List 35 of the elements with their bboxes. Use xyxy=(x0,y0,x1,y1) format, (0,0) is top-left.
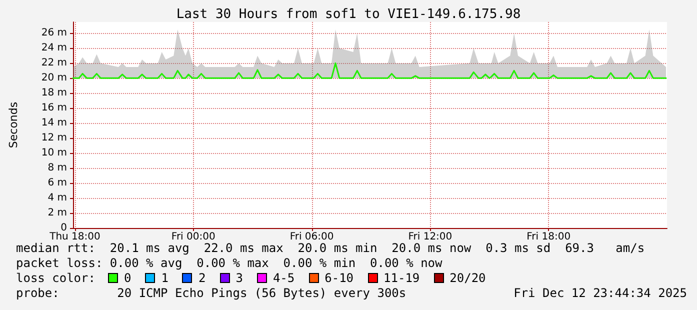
y-tick-label: 26 m xyxy=(41,28,67,39)
x-tick-label: Fri 06:00 xyxy=(290,232,334,242)
x-tick-label: Fri 00:00 xyxy=(171,232,216,242)
text: 20/20 xyxy=(450,271,486,285)
y-axis-title: Seconds xyxy=(7,102,20,148)
text: 4-5 xyxy=(272,271,295,285)
y-tick-label: 8 m xyxy=(48,162,67,174)
text: probe: 20 ICMP Echo Pings (56 Bytes) every 300s xyxy=(16,286,406,300)
x-tick-label: Thu 18:00 xyxy=(48,232,100,242)
line-series xyxy=(72,62,667,79)
y-tick-label: 6 m xyxy=(48,178,67,189)
y-tick-label: 16 m xyxy=(41,102,67,114)
y-tick-label: 14 m xyxy=(41,118,67,129)
chart-title: Last 30 Hours from sof1 to VIE1-149.6.175.98 xyxy=(176,7,521,22)
text: loss color: xyxy=(16,271,96,285)
text: median rtt: 20.1 ms avg 22.0 ms max 20.0 ms min 20.0 ms now 0.3 ms sd 69.3 am/s xyxy=(16,241,645,255)
text: 3 xyxy=(236,271,243,285)
y-tick-label: 12 m xyxy=(41,132,67,144)
y-tick-label: 0 xyxy=(60,222,67,234)
text: 6-10 xyxy=(324,271,354,285)
x-tick-label: Fri 12:00 xyxy=(408,232,452,242)
text: 1 xyxy=(161,271,168,285)
y-tick-label: 2 m xyxy=(48,208,67,219)
text: 0 xyxy=(124,271,132,285)
text: packet loss: 0.00 % avg 0.00 % max 0.00 % min 0.00 % now xyxy=(16,256,442,270)
text: 11-19 xyxy=(384,271,420,285)
y-tick-label: 10 m xyxy=(41,148,67,159)
text: 2 xyxy=(198,271,206,285)
text: Fri Dec 12 23:44:34 2025 xyxy=(514,286,687,300)
y-tick-label: 4 m xyxy=(48,192,67,204)
y-tick-label: 18 m xyxy=(41,88,67,99)
y-tick-label: 24 m xyxy=(41,42,67,54)
y-tick-label: 20 m xyxy=(41,72,67,84)
y-tick-label: 22 m xyxy=(41,58,67,69)
x-tick-label: Fri 18:00 xyxy=(526,232,571,242)
